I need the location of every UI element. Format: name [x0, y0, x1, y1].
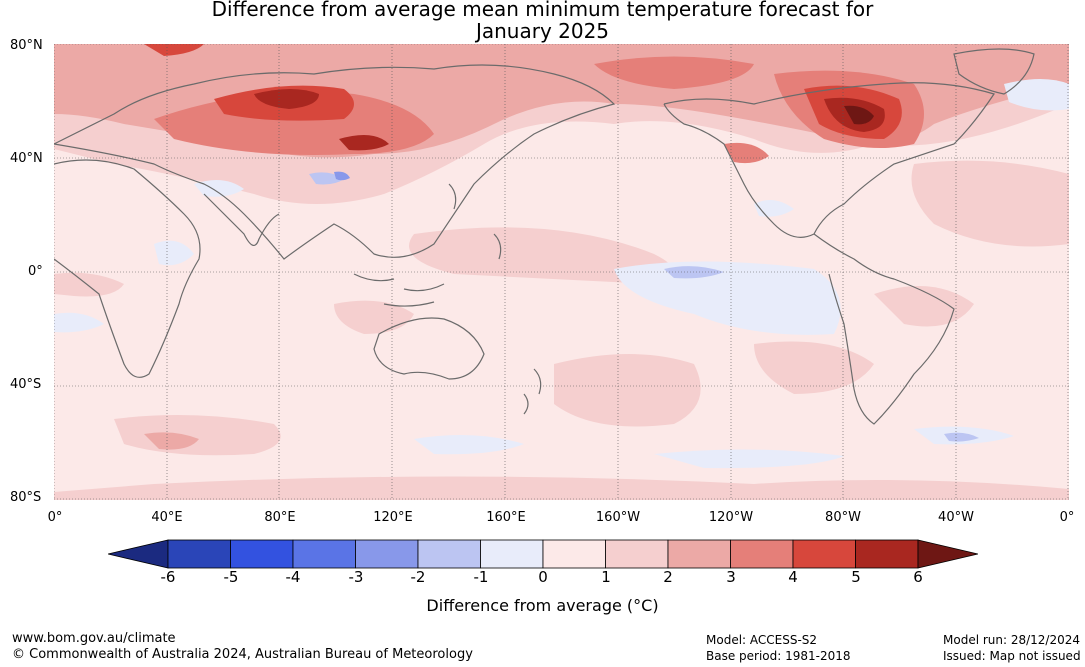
colorbar-tick: -4	[285, 568, 301, 586]
colorbar-tick: 4	[788, 568, 798, 586]
colorbar-tick: 0	[538, 568, 548, 586]
colorbar-label: Difference from average (°C)	[426, 596, 659, 615]
bom-url: www.bom.gov.au/climate	[12, 631, 176, 646]
lon-label-40e: 40°E	[151, 510, 183, 525]
lat-label-80s: 80°S	[10, 490, 42, 505]
colorbar-segment	[730, 539, 794, 569]
colorbar-extend-low	[108, 539, 169, 569]
lat-label-40s: 40°S	[10, 377, 42, 392]
colorbar-segment	[480, 539, 544, 569]
lon-label-160w: 160°W	[595, 510, 641, 525]
lat-label-40n: 40°N	[10, 151, 43, 166]
lon-label-80w: 80°W	[825, 510, 861, 525]
colorbar-segment	[355, 539, 419, 569]
lon-label-40w: 40°W	[938, 510, 974, 525]
colorbar-segment	[605, 539, 669, 569]
lon-label-0-east: 0°	[1059, 510, 1075, 525]
colorbar-tick: -3	[348, 568, 364, 586]
lon-label-160e: 160°E	[486, 510, 526, 525]
model-name: Model: ACCESS-S2	[706, 633, 818, 647]
colorbar-segment	[542, 539, 606, 569]
lon-label-120e: 120°E	[373, 510, 413, 525]
colorbar-segment	[417, 539, 481, 569]
colorbar-tick: 2	[663, 568, 673, 586]
colorbar-extend-high	[917, 539, 978, 569]
colorbar-segment	[792, 539, 856, 569]
colorbar-segment	[855, 539, 919, 569]
anomaly-shading	[54, 44, 1069, 500]
model-run-date: Model run: 28/12/2024	[943, 633, 1081, 647]
issued-status: Issued: Map not issued	[943, 649, 1081, 663]
colorbar-tick: -5	[223, 568, 239, 586]
lat-label-80n: 80°N	[10, 38, 43, 53]
colorbar-tick: 6	[913, 568, 923, 586]
colorbar-tick: -2	[410, 568, 426, 586]
map-title-line-2: January 2025	[475, 19, 610, 43]
colorbar-tick: -6	[160, 568, 176, 586]
graticule	[54, 44, 1069, 500]
lon-label-80e: 80°E	[264, 510, 296, 525]
colorbar-tick: 3	[726, 568, 736, 586]
coastlines	[54, 48, 1035, 425]
map-title-line-1: Difference from average mean minimum tem…	[211, 0, 874, 21]
copyright-notice: © Commonwealth of Australia 2024, Austra…	[12, 647, 473, 662]
temperature-anomaly-map	[54, 44, 1069, 500]
colorbar-segment	[667, 539, 731, 569]
colorbar-tick: 5	[851, 568, 861, 586]
colorbar-segment	[292, 539, 356, 569]
colorbar-tick: -1	[473, 568, 489, 586]
lat-label-equator: 0°	[28, 264, 43, 279]
colorbar-tick: 1	[601, 568, 611, 586]
lon-label-120w: 120°W	[708, 510, 754, 525]
colorbar-segment	[167, 539, 231, 569]
base-period: Base period: 1981-2018	[706, 649, 851, 663]
colorbar	[108, 539, 978, 569]
colorbar-segment	[230, 539, 294, 569]
lon-label-0-west: 0°	[47, 510, 63, 525]
